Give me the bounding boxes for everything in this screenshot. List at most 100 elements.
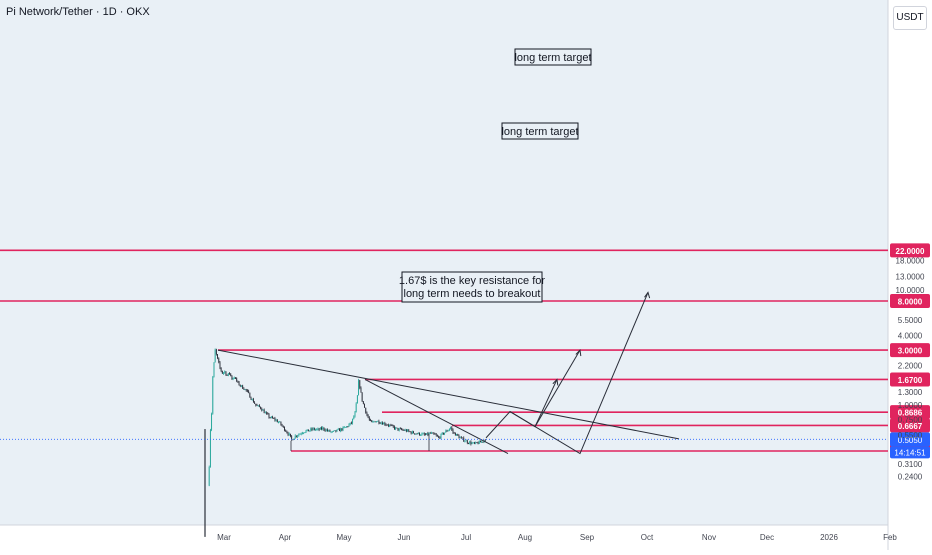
candle-body [457,434,459,436]
candle-body [315,429,316,431]
candle-body [420,435,422,436]
candle-body [441,432,443,434]
price-tick-label: 2.2000 [898,362,923,371]
arrow-head-icon [552,378,559,386]
candle-body [396,427,398,429]
candle-body [239,385,241,386]
candle-body [359,380,361,388]
candle-body [460,437,462,439]
price-tick-label: 1.3000 [898,388,923,397]
time-scale-background [0,525,888,550]
candle-body [378,420,380,424]
candle-body [243,388,245,390]
candle-body [448,428,450,431]
candle-body [440,433,442,439]
candle-body [438,436,440,438]
candle-body [459,437,461,439]
candle-body [217,354,219,359]
candle-body [475,442,477,444]
candle-body [267,413,269,415]
time-tick-label: Feb [883,533,897,542]
candle-body [235,377,236,379]
candle-body [290,433,291,437]
candle-body [288,433,290,435]
candle-body [310,428,312,431]
candle-body [323,427,325,430]
candle-body [350,422,352,424]
candle-body [354,412,356,417]
candle-body [413,431,414,434]
price-tick-label: 1.0000 [898,401,923,410]
candle-body [397,428,399,431]
time-tick-label: Jun [398,533,411,542]
candle-body [244,389,246,390]
candle-body [331,431,333,433]
candle-body [257,405,259,407]
candle-body [476,442,478,444]
candle-body [301,433,303,435]
candle-body [221,370,223,374]
candle-body [452,429,454,433]
candle-body [304,432,306,434]
candle-body [212,376,214,414]
chart-title: Pi Network/Tether · 1D · OKX [6,6,150,18]
candle-body [477,442,479,444]
candle-body [241,385,242,387]
candle-body [232,378,234,380]
annotation-text: long term needs to breakout [404,288,541,300]
candle-body [427,433,429,435]
candle-body [451,427,453,430]
time-tick-label: 2026 [820,533,838,542]
candle-body [426,433,428,435]
candle-body [279,421,281,423]
candle-body [376,421,377,423]
candle-body [429,433,431,434]
candle-body [468,443,469,444]
candle-body [391,425,393,426]
candle-body [272,416,273,419]
candle-body [349,422,351,425]
candle-body [454,432,456,436]
annotation-long-term-target-1: long term target [514,48,592,66]
candle-body [474,442,475,444]
current-price-badge [890,432,930,447]
candle-body [242,385,244,389]
candle-body [275,419,277,421]
candle-body [478,441,480,444]
candle-body [305,430,307,433]
candle-body [458,435,460,439]
candle-body [353,416,355,419]
time-tick-label: Jul [461,533,471,542]
candle-body [230,373,232,376]
candle-body [255,403,257,406]
candle-body [340,428,342,432]
annotation-text: long term target [514,52,591,64]
candle-body [465,440,467,442]
candle-body [311,428,313,430]
candles [204,348,486,537]
candle-body [362,401,364,404]
candle-body [410,431,412,434]
candle-body [322,427,324,430]
candle-body [278,422,279,423]
candle-body [214,349,216,363]
arrow-head-icon [644,291,651,299]
candle-body [249,392,251,398]
currency-unit-button[interactable]: USDT [893,6,927,30]
candle-body [330,431,332,433]
candle-body [292,439,294,441]
candle-body [268,414,270,418]
candle-body [433,432,435,434]
key-level-label: 0.6667 [898,422,923,431]
candle-body [379,423,381,424]
key-level-label: 22.0000 [896,247,925,256]
candle-body [270,416,272,418]
candle-body [294,435,296,439]
annotation-text: long term target [501,126,578,138]
candle-body [262,409,264,411]
candle-body [366,412,368,416]
candle-body [407,429,409,432]
price-tick-label: 5.5000 [898,316,923,325]
annotation-long-term-target-2: long term target [501,122,579,140]
